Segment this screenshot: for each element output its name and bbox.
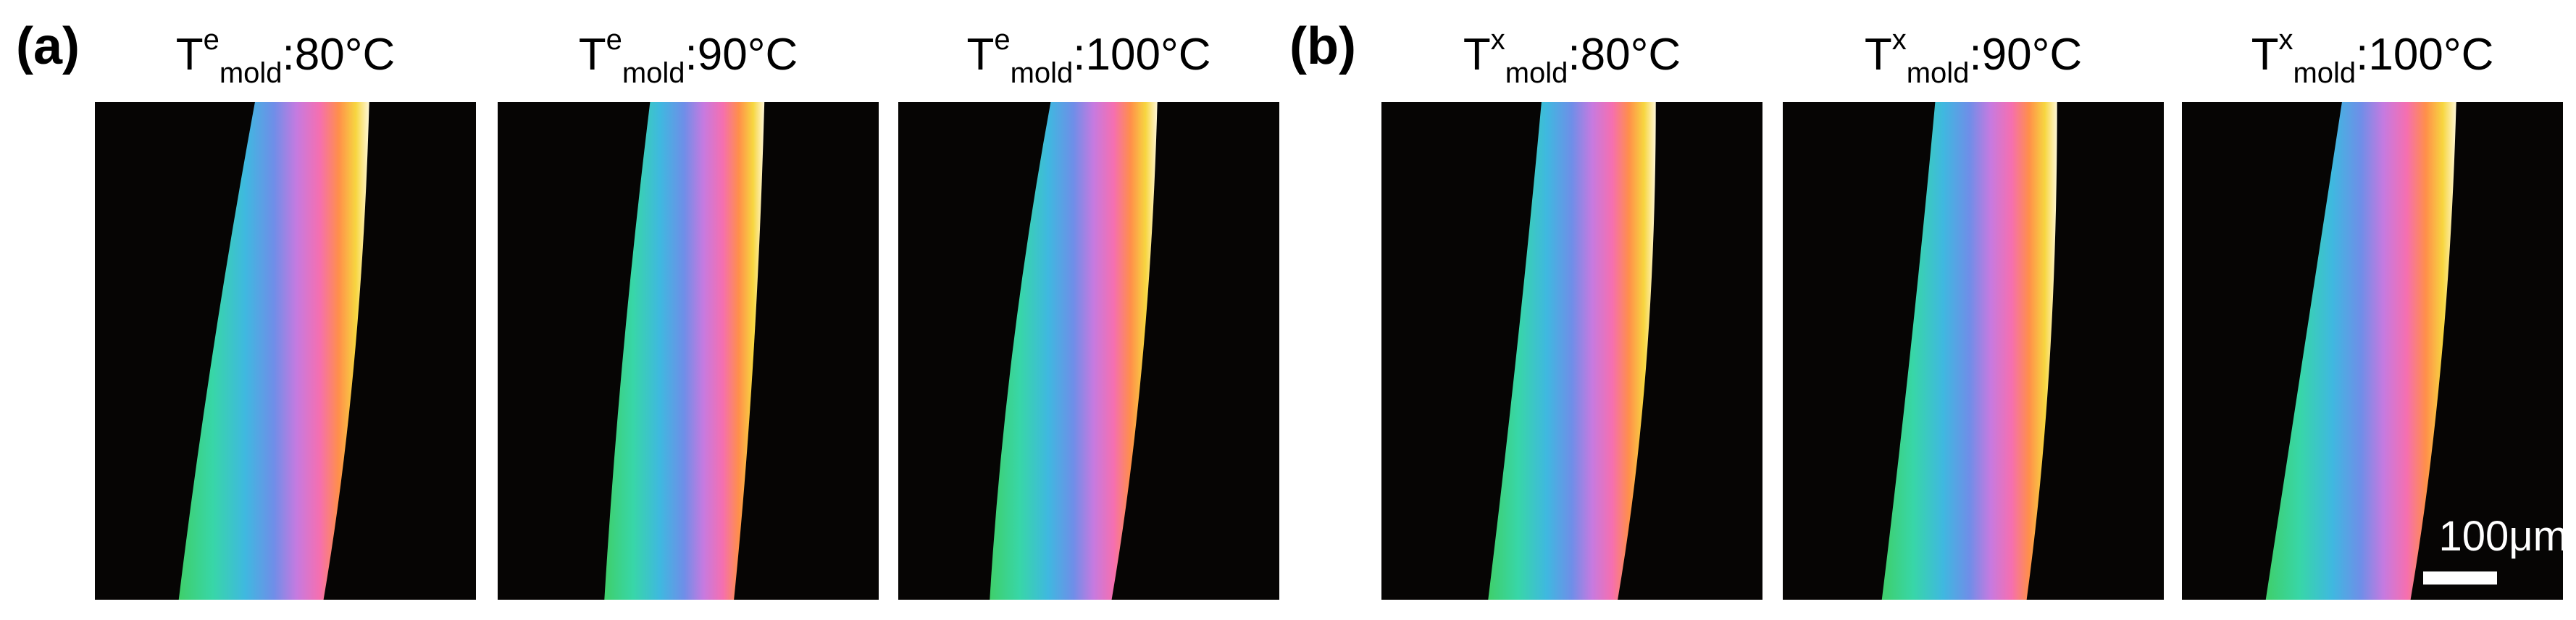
scale-bar xyxy=(2423,571,2497,585)
title-sub: mold xyxy=(2293,57,2356,89)
panel-title: Temold:80°C xyxy=(176,24,396,89)
panel-title: Temold:90°C xyxy=(579,24,798,89)
title-sub: mold xyxy=(1907,57,1970,89)
title-base: T xyxy=(966,30,994,80)
panel-title: Txmold:100°C xyxy=(2251,24,2494,89)
title-sup: x xyxy=(1491,24,1505,56)
title-sub: mold xyxy=(219,57,283,89)
title-rest: :80°C xyxy=(1568,30,1681,80)
title-rest: :80°C xyxy=(283,30,396,80)
title-sup: e xyxy=(204,24,219,56)
title-rest: :100°C xyxy=(1073,30,1210,80)
panel-label: (a) xyxy=(16,17,80,75)
title-base: T xyxy=(1463,30,1491,80)
birefringence-band xyxy=(178,102,369,600)
panel-title: Txmold:90°C xyxy=(1865,24,2082,89)
panel-title: Txmold:80°C xyxy=(1463,24,1681,89)
birefringence-band xyxy=(1881,102,2057,600)
title-base: T xyxy=(579,30,606,80)
title-rest: :90°C xyxy=(685,30,798,80)
title-sub: mold xyxy=(622,57,685,89)
panel-title: Temold:100°C xyxy=(966,24,1210,89)
panel-label: (b) xyxy=(1289,17,1356,75)
birefringence-band xyxy=(1488,102,1656,600)
birefringence-band xyxy=(2265,102,2456,600)
scale-bar-label: 100μm xyxy=(2438,513,2568,560)
title-sup: x xyxy=(1892,24,1907,56)
title-sup: x xyxy=(2278,24,2293,56)
title-sub: mold xyxy=(1011,57,1074,89)
birefringence-band xyxy=(604,102,765,600)
title-rest: :90°C xyxy=(1969,30,2082,80)
birefringence-band xyxy=(990,102,1158,600)
title-base: T xyxy=(1865,30,1892,80)
title-rest: :100°C xyxy=(2356,30,2493,80)
title-sup: e xyxy=(606,24,622,56)
title-base: T xyxy=(2251,30,2279,80)
title-base: T xyxy=(176,30,204,80)
title-sub: mold xyxy=(1505,57,1568,89)
title-sup: e xyxy=(994,24,1010,56)
